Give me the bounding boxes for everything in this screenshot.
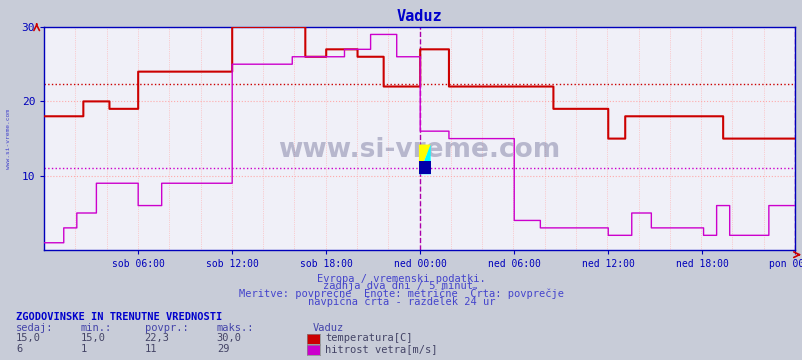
Polygon shape [419,145,430,174]
Bar [419,161,430,174]
Text: Vaduz: Vaduz [313,323,344,333]
Text: hitrost vetra[m/s]: hitrost vetra[m/s] [325,344,437,354]
Text: 15,0: 15,0 [16,333,41,343]
Text: 15,0: 15,0 [80,333,105,343]
Text: zadnja dva dni / 5 minut.: zadnja dva dni / 5 minut. [323,282,479,292]
Text: ZGODOVINSKE IN TRENUTNE VREDNOSTI: ZGODOVINSKE IN TRENUTNE VREDNOSTI [16,312,222,323]
Text: navpična črta - razdelek 24 ur: navpična črta - razdelek 24 ur [307,297,495,307]
Text: www.si-vreme.com: www.si-vreme.com [6,109,10,168]
Text: 22,3: 22,3 [144,333,169,343]
Text: 30,0: 30,0 [217,333,241,343]
Text: min.:: min.: [80,323,111,333]
Text: 1: 1 [80,344,87,354]
Text: 11: 11 [144,344,157,354]
Polygon shape [419,145,430,174]
Text: sedaj:: sedaj: [16,323,54,333]
Text: 29: 29 [217,344,229,354]
Text: maks.:: maks.: [217,323,254,333]
Text: 6: 6 [16,344,22,354]
Text: www.si-vreme.com: www.si-vreme.com [278,137,560,163]
Title: Vaduz: Vaduz [396,9,442,24]
Text: povpr.:: povpr.: [144,323,188,333]
Text: Meritve: povprečne  Enote: metrične  Črta: povprečje: Meritve: povprečne Enote: metrične Črta:… [239,287,563,300]
Text: temperatura[C]: temperatura[C] [325,333,412,343]
Text: Evropa / vremenski podatki.: Evropa / vremenski podatki. [317,274,485,284]
